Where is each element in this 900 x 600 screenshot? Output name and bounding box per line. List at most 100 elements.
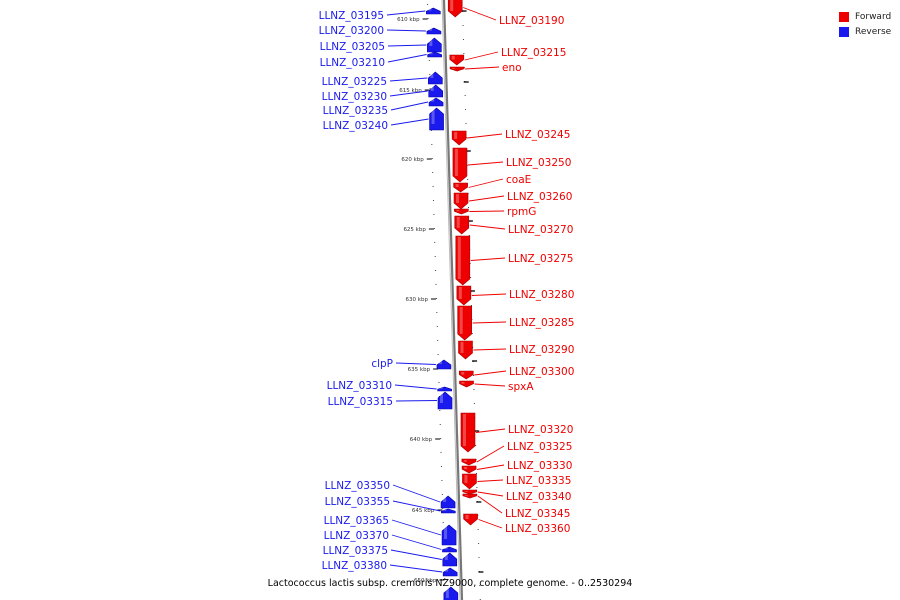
- gene-arrow-llnz-03225[interactable]: [428, 71, 443, 85]
- gene-label-clpp[interactable]: clpP: [371, 358, 393, 370]
- gene-arrow-partial-bottom[interactable]: [443, 586, 459, 600]
- gene-label-llnz-03300[interactable]: LLNZ_03300: [509, 366, 574, 378]
- gene-label-llnz-03315[interactable]: LLNZ_03315: [328, 396, 393, 408]
- gene-arrow-llnz-03195[interactable]: [426, 7, 441, 15]
- gene-label-llnz-03275[interactable]: LLNZ_03275: [508, 253, 573, 265]
- gene-label-llnz-03195[interactable]: LLNZ_03195: [319, 10, 384, 22]
- gene-arrow-spxa[interactable]: [459, 380, 474, 388]
- gene-arrow-llnz-03235[interactable]: [428, 97, 444, 107]
- gene-label-llnz-03340[interactable]: LLNZ_03340: [506, 491, 571, 503]
- position-dot: [434, 242, 436, 243]
- gene-arrow-llnz-03345[interactable]: [462, 493, 478, 499]
- gene-arrow-llnz-03380[interactable]: [442, 567, 458, 577]
- gene-arrow-llnz-03230[interactable]: [428, 84, 444, 98]
- gene-arrow-llnz-03285[interactable]: [457, 305, 472, 341]
- gene-label-spxa[interactable]: spxA: [508, 381, 534, 393]
- gene-arrow-llnz-03270[interactable]: [454, 215, 470, 235]
- gene-label-llnz-03380[interactable]: LLNZ_03380: [322, 560, 387, 572]
- gene-label-llnz-03270[interactable]: LLNZ_03270: [508, 224, 573, 236]
- gene-label-llnz-03200[interactable]: LLNZ_03200: [319, 25, 384, 37]
- gene-leader-line: [390, 549, 442, 560]
- gene-arrow-llnz-03375[interactable]: [442, 552, 458, 567]
- gene-arrow-llnz-03290[interactable]: [458, 340, 473, 360]
- gene-label-llnz-03210[interactable]: LLNZ_03210: [320, 57, 385, 69]
- gene-leader-line: [473, 348, 507, 351]
- axis-tick-label: 640 kbp: [410, 437, 433, 443]
- gene-arrow-llnz-03320[interactable]: [460, 412, 476, 453]
- gene-label-llnz-03205[interactable]: LLNZ_03205: [320, 41, 385, 53]
- gene-label-llnz-03330[interactable]: LLNZ_03330: [507, 460, 572, 472]
- gene-label-llnz-03235[interactable]: LLNZ_03235: [323, 105, 388, 117]
- gene-arrow-llnz-03350[interactable]: [440, 495, 456, 509]
- gene-leader-line: [392, 484, 441, 503]
- position-dot: [465, 109, 467, 110]
- position-dot: [439, 410, 441, 411]
- position-dot: [473, 375, 475, 376]
- gene-label-llnz-03260[interactable]: LLNZ_03260: [507, 191, 572, 203]
- gene-label-llnz-03240[interactable]: LLNZ_03240: [323, 120, 388, 132]
- gene-label-llnz-03325[interactable]: LLNZ_03325: [507, 441, 572, 453]
- axis-tick-label: 635 kbp: [408, 367, 431, 373]
- gene-arrow-llnz-03355[interactable]: [441, 508, 456, 514]
- gene-arrow-llnz-03310[interactable]: [437, 386, 452, 392]
- gene-label-llnz-03365[interactable]: LLNZ_03365: [324, 515, 389, 527]
- gene-arrow-rpmg[interactable]: [454, 208, 469, 215]
- gene-label-eno[interactable]: eno: [502, 62, 522, 74]
- position-dot: [435, 284, 437, 285]
- gene-arrow-llnz-03210[interactable]: [427, 51, 442, 58]
- gene-label-llnz-03335[interactable]: LLNZ_03335: [506, 475, 571, 487]
- gene-label-llnz-03350[interactable]: LLNZ_03350: [325, 480, 390, 492]
- gene-arrow-llnz-03370[interactable]: [442, 546, 457, 553]
- gene-leader-line: [477, 495, 503, 514]
- gene-arrow-eno[interactable]: [449, 66, 465, 72]
- gene-label-llnz-03370[interactable]: LLNZ_03370: [324, 530, 389, 542]
- gene-arrow-llnz-03280[interactable]: [456, 285, 472, 306]
- gene-arrow-llnz-03200[interactable]: [426, 27, 442, 35]
- gene-leader-line: [395, 362, 436, 365]
- gene-label-rpmg[interactable]: rpmG: [507, 206, 536, 218]
- gene-label-llnz-03190[interactable]: LLNZ_03190: [499, 15, 564, 27]
- gene-label-llnz-03225[interactable]: LLNZ_03225: [322, 76, 387, 88]
- gene-label-llnz-03215[interactable]: LLNZ_03215: [501, 47, 566, 59]
- gene-label-llnz-03310[interactable]: LLNZ_03310: [327, 380, 392, 392]
- gene-label-llnz-03375[interactable]: LLNZ_03375: [323, 545, 388, 557]
- gene-arrow-llnz-03215[interactable]: [449, 54, 465, 66]
- gene-arrow-highlight: [430, 86, 434, 91]
- position-dot: [475, 473, 477, 474]
- gene-arrow-highlight: [461, 382, 465, 384]
- gene-arrow-llnz-03330[interactable]: [461, 465, 477, 474]
- gene-arrow-llnz-03360[interactable]: [463, 513, 478, 526]
- gene-arrow-clpp[interactable]: [436, 359, 452, 370]
- gene-arrow-llnz-03365[interactable]: [441, 524, 457, 546]
- gene-arrow-coae[interactable]: [453, 182, 468, 193]
- position-dot: [479, 585, 481, 586]
- gene-label-llnz-03360[interactable]: LLNZ_03360: [505, 523, 570, 535]
- position-dot: [475, 445, 477, 446]
- gene-arrow-llnz-03250[interactable]: [452, 147, 468, 183]
- gene-arrow-llnz-03315[interactable]: [437, 391, 453, 410]
- gene-arrow-llnz-03260[interactable]: [453, 192, 469, 210]
- gene-leader-line: [389, 90, 428, 97]
- position-dot: [471, 333, 473, 334]
- gene-label-llnz-03320[interactable]: LLNZ_03320: [508, 424, 573, 436]
- gene-label-llnz-03290[interactable]: LLNZ_03290: [509, 344, 574, 356]
- gene-arrow-llnz-03190[interactable]: [447, 0, 463, 18]
- gene-label-llnz-03245[interactable]: LLNZ_03245: [505, 129, 570, 141]
- gene-arrow-llnz-03335[interactable]: [462, 473, 477, 490]
- gene-label-llnz-03250[interactable]: LLNZ_03250: [506, 157, 571, 169]
- gene-label-llnz-03230[interactable]: LLNZ_03230: [322, 91, 387, 103]
- gene-label-llnz-03280[interactable]: LLNZ_03280: [509, 289, 574, 301]
- gene-label-llnz-03285[interactable]: LLNZ_03285: [509, 317, 574, 329]
- axis-tick-label: 625 kbp: [403, 227, 426, 233]
- gene-arrow-llnz-03325[interactable]: [461, 458, 477, 466]
- gene-label-llnz-03345[interactable]: LLNZ_03345: [505, 508, 570, 520]
- gene-label-llnz-03355[interactable]: LLNZ_03355: [325, 496, 390, 508]
- gene-arrow-llnz-03300[interactable]: [458, 370, 474, 380]
- gene-arrow-llnz-03240[interactable]: [429, 107, 444, 131]
- gene-arrow-llnz-03275[interactable]: [455, 235, 471, 286]
- gene-label-layer: LLNZ_03190 LLNZ_03195 LLNZ_03200 LLNZ_03205…: [319, 7, 574, 573]
- gene-arrow-llnz-03245[interactable]: [451, 130, 467, 146]
- gene-arrow-llnz-03340[interactable]: [462, 489, 478, 495]
- gene-layer: [426, 0, 478, 600]
- gene-label-coae[interactable]: coaE: [506, 174, 531, 186]
